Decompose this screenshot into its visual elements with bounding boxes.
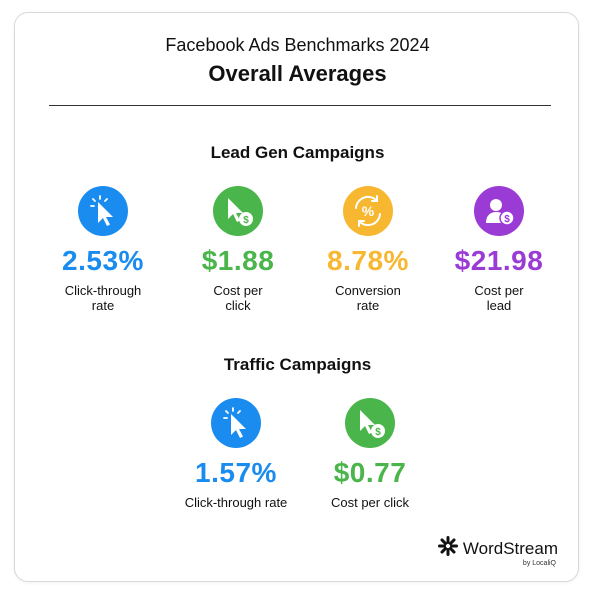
cursor-dollar-icon: $ (213, 186, 263, 236)
metric-ctr-traffic: 1.57% Click-through rate (171, 398, 301, 510)
ctr-label: Click-through rate (64, 283, 142, 313)
page-title: Overall Averages (208, 61, 387, 86)
subtitle: Facebook Ads Benchmarks 2024 (165, 35, 430, 55)
svg-text:%: % (362, 203, 375, 219)
cpc-label: Cost per click (213, 283, 263, 313)
percent-cycle-icon: % (343, 186, 393, 236)
svg-text:$: $ (243, 215, 249, 226)
conversion-label: Conversion rate (335, 283, 401, 313)
logo-tagline: by LocaliQ (522, 560, 556, 567)
traffic-heading: Traffic Campaigns (223, 355, 372, 374)
metric-cpc-lead: $ $1.88 Cost per click (173, 186, 303, 313)
infographic-card: Facebook Ads Benchmarks 2024 Overall Ave… (14, 12, 579, 582)
conversion-value: 8.78% (327, 245, 409, 276)
traffic-ctr-label: Click-through rate (184, 495, 288, 510)
user-dollar-icon: $ (474, 186, 524, 236)
cursor-click-icon (211, 398, 261, 448)
logo-name: WordStream (462, 538, 558, 558)
divider (49, 105, 551, 106)
svg-text:$: $ (504, 214, 510, 225)
metric-ctr-lead: 2.53% Click-through rate (38, 186, 168, 313)
cursor-click-icon (78, 186, 128, 236)
cpl-value: $21.98 (454, 245, 544, 276)
metric-cpc-traffic: $ $0.77 Cost per click (305, 398, 435, 510)
svg-text:$: $ (375, 427, 381, 438)
wordstream-logo-icon (437, 535, 459, 562)
cpc-value: $1.88 (201, 245, 275, 276)
cpl-label: Cost per lead (474, 283, 524, 313)
lead-gen-heading: Lead Gen Campaigns (210, 143, 385, 162)
cursor-dollar-icon: $ (345, 398, 395, 448)
wordstream-logo: WordStream by LocaliQ (437, 535, 558, 567)
traffic-cpc-label: Cost per click (330, 495, 410, 510)
metric-conversion-lead: % 8.78% Conversion rate (303, 186, 433, 313)
ctr-value: 2.53% (62, 245, 144, 276)
metric-cpl-lead: $ $21.98 Cost per lead (434, 186, 564, 313)
traffic-cpc-value: $0.77 (333, 457, 407, 488)
traffic-ctr-value: 1.57% (195, 457, 277, 488)
